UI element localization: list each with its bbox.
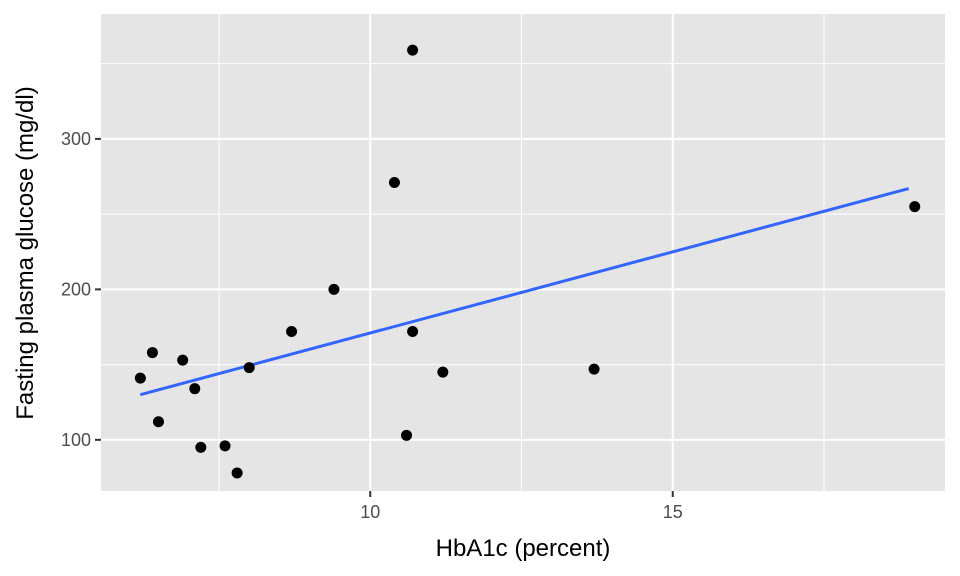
y-axis-title: Fasting plasma glucose (mg/dl)	[12, 86, 39, 419]
data-point	[388, 177, 400, 189]
y-tick-label: 100	[61, 430, 91, 450]
data-point	[219, 440, 231, 452]
x-axis: 10 15	[360, 491, 683, 522]
data-point	[243, 362, 255, 374]
data-point	[152, 416, 164, 428]
data-point	[407, 44, 419, 56]
plot-panel	[101, 14, 945, 491]
x-tick-label: 10	[360, 502, 380, 522]
data-point	[407, 325, 419, 337]
data-point	[328, 283, 340, 295]
x-tick-label: 15	[663, 502, 683, 522]
minor-gridlines	[101, 14, 945, 491]
data-point	[177, 354, 189, 366]
x-axis-title: HbA1c (percent)	[436, 535, 611, 562]
data-point	[401, 429, 413, 441]
data-points	[134, 44, 921, 479]
data-point	[195, 441, 207, 453]
regression-line	[139, 187, 910, 397]
data-point	[588, 363, 600, 375]
data-point	[231, 467, 243, 479]
major-gridlines	[101, 14, 945, 491]
data-point	[189, 383, 201, 395]
data-point	[909, 201, 921, 213]
y-tick-label: 200	[61, 279, 91, 299]
data-point	[437, 366, 449, 378]
data-point	[146, 347, 158, 359]
data-point	[286, 325, 298, 337]
y-tick-label: 300	[61, 129, 91, 149]
y-axis: 100 200 300	[61, 129, 101, 450]
data-point	[134, 372, 146, 384]
